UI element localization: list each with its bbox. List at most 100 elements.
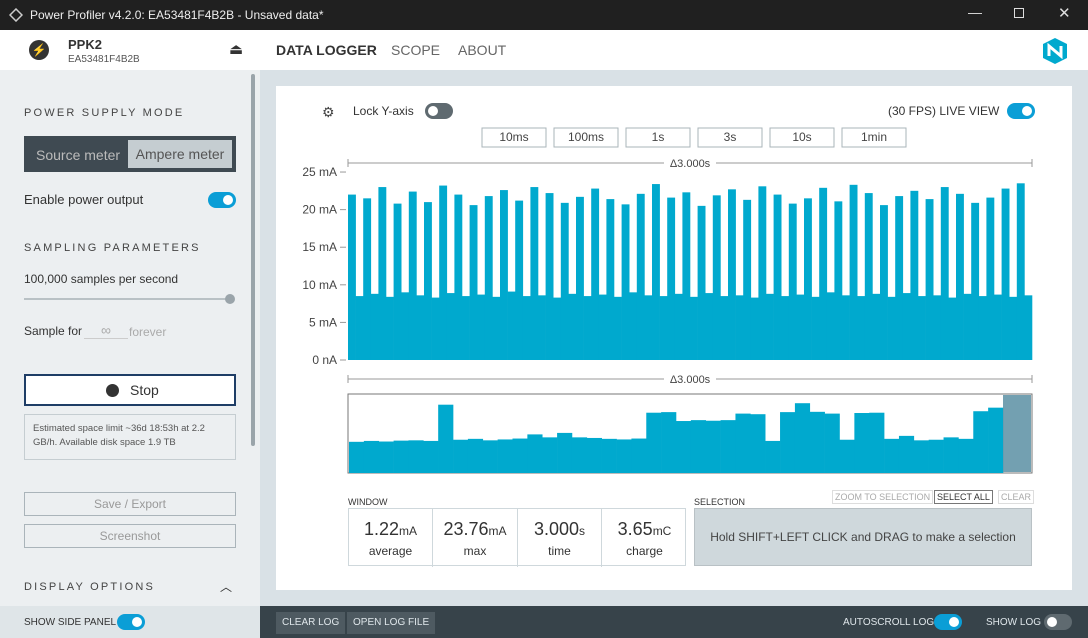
nav-tab[interactable]: DATA LOGGER	[276, 42, 377, 58]
bar	[1024, 295, 1033, 360]
eject[interactable]: ⏏	[229, 41, 244, 58]
nav-tab[interactable]: SCOPE	[391, 42, 441, 58]
zoom-button[interactable]	[553, 127, 619, 148]
clear-log[interactable]: CLEAR LOG	[276, 612, 346, 634]
stats: 1.22mA average 23.76mA max 3.000s time 3.65mC c…	[348, 508, 686, 567]
toggle[interactable]	[425, 103, 453, 119]
overview-window	[1003, 395, 1031, 472]
toggle[interactable]	[117, 614, 145, 630]
bar	[614, 296, 622, 360]
bar	[446, 293, 455, 360]
bar	[659, 296, 668, 360]
chevron[interactable]: ︿	[220, 580, 233, 594]
save-export[interactable]: Save / Export	[24, 492, 236, 516]
label: Enable power output	[24, 192, 144, 207]
bar	[720, 296, 729, 360]
stat-value: 1.22	[363, 519, 400, 539]
stat: 23.76mA max	[434, 509, 518, 567]
bar	[842, 295, 850, 360]
bar	[363, 440, 380, 473]
zoom-button-label: 3s	[724, 130, 737, 144]
minimize[interactable]: —	[968, 4, 982, 20]
bar	[690, 420, 707, 473]
bar	[1016, 183, 1025, 360]
device-name: PPK2	[68, 37, 102, 52]
bar	[497, 439, 513, 473]
zoom-button[interactable]	[841, 127, 907, 148]
bar	[994, 294, 1002, 360]
span-label: Δ3.000s	[670, 374, 711, 386]
bar	[884, 438, 900, 473]
zoom-button[interactable]	[481, 127, 547, 148]
settings-icon[interactable]: ⚙	[322, 104, 335, 120]
bar	[758, 186, 767, 360]
bar	[636, 193, 645, 360]
bar	[629, 292, 638, 360]
stat-value: 3.000	[533, 519, 580, 539]
bar	[676, 421, 692, 473]
bar	[462, 296, 470, 360]
stat: 3.000s time	[518, 509, 602, 567]
section-title[interactable]: DISPLAY OPTIONS	[24, 581, 156, 593]
nav-tab[interactable]: ABOUT	[458, 42, 507, 58]
bar	[948, 297, 957, 360]
mode-option[interactable]: Source meter	[36, 147, 121, 163]
bar	[515, 200, 524, 360]
zoom-button[interactable]	[697, 127, 763, 148]
stat-unit: mA	[399, 524, 418, 538]
zoom-to-selection[interactable]: ZOOM TO SELECTION	[832, 490, 934, 504]
stop-button[interactable]: Stop	[24, 374, 236, 406]
bar	[512, 438, 528, 473]
bar	[674, 293, 683, 360]
toggle[interactable]	[1044, 614, 1072, 630]
scrollbar[interactable]	[251, 74, 255, 446]
bar	[408, 191, 417, 360]
bar	[750, 414, 766, 473]
bar	[824, 413, 840, 473]
bar	[898, 435, 915, 473]
zoom-button-label: 100ms	[568, 130, 604, 144]
maximize[interactable]	[1014, 8, 1024, 18]
bar	[378, 187, 387, 360]
duration-select[interactable]: forever	[129, 325, 167, 339]
stat-label: max	[463, 544, 487, 558]
bar	[378, 441, 394, 473]
mode-option[interactable]: Ampere meter	[128, 140, 232, 168]
bar	[809, 411, 825, 473]
bar	[560, 202, 569, 360]
section-title: POWER SUPPLY MODE	[24, 107, 185, 119]
bar	[1009, 296, 1018, 360]
close[interactable]: ✕	[1058, 5, 1071, 22]
slider[interactable]	[24, 298, 230, 300]
toggle[interactable]	[934, 614, 962, 630]
bar	[646, 412, 662, 473]
bar	[943, 437, 959, 473]
select-all[interactable]: SELECT ALL	[934, 490, 993, 504]
bar	[735, 413, 751, 473]
zoom-button[interactable]	[625, 127, 691, 148]
slider-thumb[interactable]	[225, 294, 235, 304]
bar	[591, 188, 600, 360]
bar	[902, 293, 911, 360]
y-tick-label: 0 nA	[312, 353, 337, 367]
span-bg	[664, 372, 716, 386]
bar	[601, 438, 617, 473]
bar	[958, 438, 974, 473]
bar	[467, 438, 484, 473]
duration-input[interactable]: ∞	[84, 322, 128, 339]
screenshot[interactable]: Screenshot	[24, 524, 236, 548]
bar	[1001, 188, 1010, 360]
open-log-file[interactable]: OPEN LOG FILE	[347, 612, 436, 634]
side-panel: POWER SUPPLY MODE Source meter Ampere me…	[0, 70, 260, 606]
title-bar: Power Profiler v4.2.0: EA53481F4B2B - Un…	[0, 0, 1088, 30]
clear[interactable]: CLEAR	[998, 490, 1035, 504]
bar	[773, 194, 782, 360]
zoom-button[interactable]	[769, 127, 835, 148]
toggle[interactable]	[208, 192, 236, 208]
bar	[854, 413, 870, 473]
bar	[690, 296, 698, 360]
bar	[712, 195, 721, 360]
bar	[720, 420, 736, 473]
toggle[interactable]	[1007, 103, 1035, 119]
